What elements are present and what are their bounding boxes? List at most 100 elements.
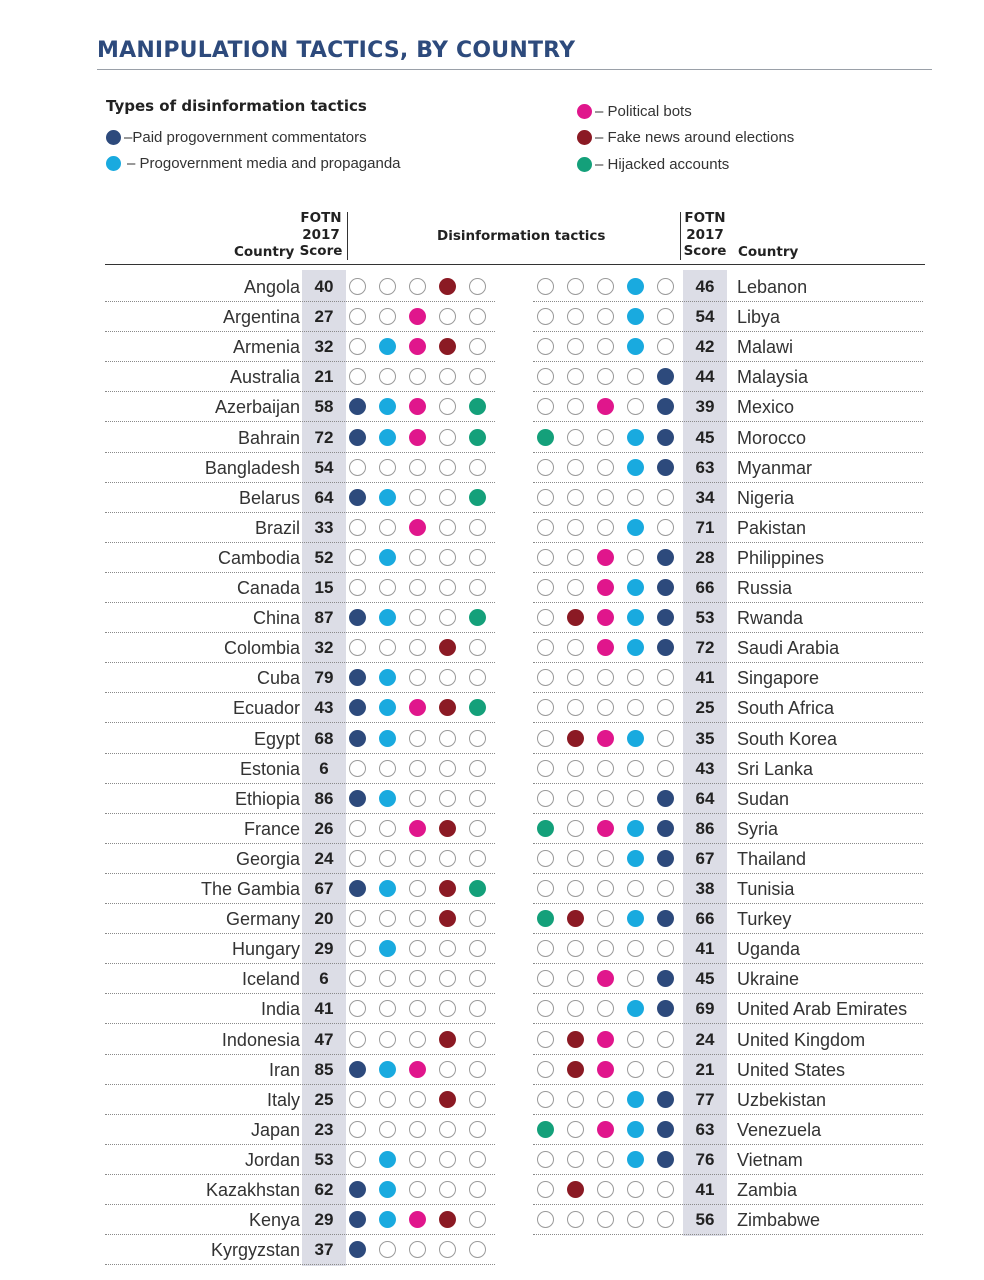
tactic-dot-filled [439,338,456,356]
tactic-dot-filled [409,1211,426,1229]
table-row: Canada 15 [105,573,495,603]
propaganda-dot-icon [106,156,121,171]
fotn-score: 56 [695,1210,715,1230]
tactic-dot-filled [349,609,366,627]
tactic-dot-empty [537,368,554,386]
tactic-dot-filled [469,609,486,627]
header-tactics: Disinformation tactics [437,228,606,244]
tactic-dot-empty [439,729,456,747]
tactic-dot-empty [597,488,614,506]
table-row: France 26 [105,814,495,844]
fotn-score: 54 [695,307,715,327]
country-name: Turkey [737,909,792,930]
fotn-score: 44 [695,367,715,387]
fotn-score: 37 [314,1240,334,1260]
fotn-score: 42 [695,337,715,357]
tactic-dot-empty [597,428,614,446]
tactic-dot-empty [537,458,554,476]
table-row: The Gambia 67 [105,874,495,904]
tactic-dot-filled [627,1090,644,1108]
table-row: Egypt 68 [105,724,495,754]
country-name: Philippines [737,547,825,568]
fotn-score: 45 [695,969,715,989]
tactic-dot-empty [657,518,674,536]
tactic-dot-filled [349,669,366,687]
tactic-dot-empty [567,368,584,386]
tactic-dot-empty [379,368,396,386]
tactic-dot-empty [439,428,456,446]
tactic-dot-filled [469,488,486,506]
tactic-dot-empty [597,759,614,777]
tactic-dot-filled [567,729,584,747]
tactic-dot-empty [657,699,674,717]
tactic-dot-empty [657,1030,674,1048]
country-name: Ukraine [737,969,800,990]
tactic-dot-empty [349,940,366,958]
tactic-dot-filled [349,428,366,446]
tactic-dot-empty [567,669,584,687]
tactic-dot-filled [379,1060,396,1078]
tactic-dot-empty [469,579,486,596]
tactic-dot-empty [439,1181,456,1198]
table-row: Argentina 27 [105,302,495,333]
header-score-left: FOTN 2017 Score [298,210,344,260]
country-name: Mexico [737,397,795,418]
table-row: Kazakhstan 62 [105,1175,495,1205]
tactic-dot-filled [627,1150,644,1168]
tactic-dot-filled [657,639,674,657]
tactic-dot-empty [409,458,426,476]
tactic-dot-empty [349,518,366,536]
tactic-dot-filled [657,458,674,476]
tactic-dot-empty [469,278,486,295]
table-row: Thailand 67 [533,844,923,874]
country-name: Morocco [737,427,807,448]
table-row: Ethiopia 86 [105,784,495,814]
country-name: Azerbaijan [214,397,300,418]
country-name: Egypt [253,728,300,749]
tactic-dot-filled [567,910,584,928]
tactic-dot-filled [349,699,366,717]
fotn-score: 34 [695,487,715,507]
tactic-dot-empty [409,910,426,928]
tactic-dot-empty [469,1150,486,1168]
tactic-dot-empty [469,819,486,837]
fotn-score: 20 [314,909,334,929]
tactic-dot-filled [657,609,674,627]
tactic-dot-empty [469,910,486,928]
table-row: Malaysia 44 [533,362,923,393]
tactic-dot-filled [409,518,426,536]
country-name: Cambodia [217,547,300,568]
country-name: Malaysia [737,367,809,388]
legend-item-fake: – Fake news around elections [577,129,794,146]
tactic-dot-empty [567,819,584,837]
country-name: Sri Lanka [737,758,814,779]
tactic-dot-empty [567,338,584,356]
country-name: South Korea [737,728,838,749]
country-name: Russia [737,578,793,598]
table-row: Turkey 66 [533,904,923,935]
tactic-dot-filled [349,880,366,897]
tactic-dot-empty [537,639,554,657]
tactic-dot-empty [567,940,584,958]
tactic-dot-filled [409,398,426,416]
tactic-dot-empty [349,458,366,476]
country-name: Angola [243,277,300,297]
tactic-dot-empty [537,488,554,506]
fotn-score: 6 [319,969,329,989]
tactic-dot-empty [657,729,674,747]
tactic-dot-empty [409,970,426,988]
tactic-dot-empty [469,518,486,536]
tactic-dot-filled [379,1181,396,1198]
fotn-score: 24 [695,1029,715,1049]
legend-label-bots: – Political bots [595,103,692,120]
tactic-dot-empty [379,1030,396,1048]
tactic-dot-empty [627,880,644,897]
legend-item-paid: –Paid progovernment commentators [106,129,367,146]
tactic-dot-filled [627,458,644,476]
tactic-dot-filled [349,488,366,506]
country-name: Vietnam [737,1149,803,1170]
country-name: United Kingdom [737,1029,866,1050]
tactic-dot-empty [409,789,426,807]
table-row: Ecuador 43 [105,693,495,724]
tactic-dot-filled [657,1150,674,1168]
